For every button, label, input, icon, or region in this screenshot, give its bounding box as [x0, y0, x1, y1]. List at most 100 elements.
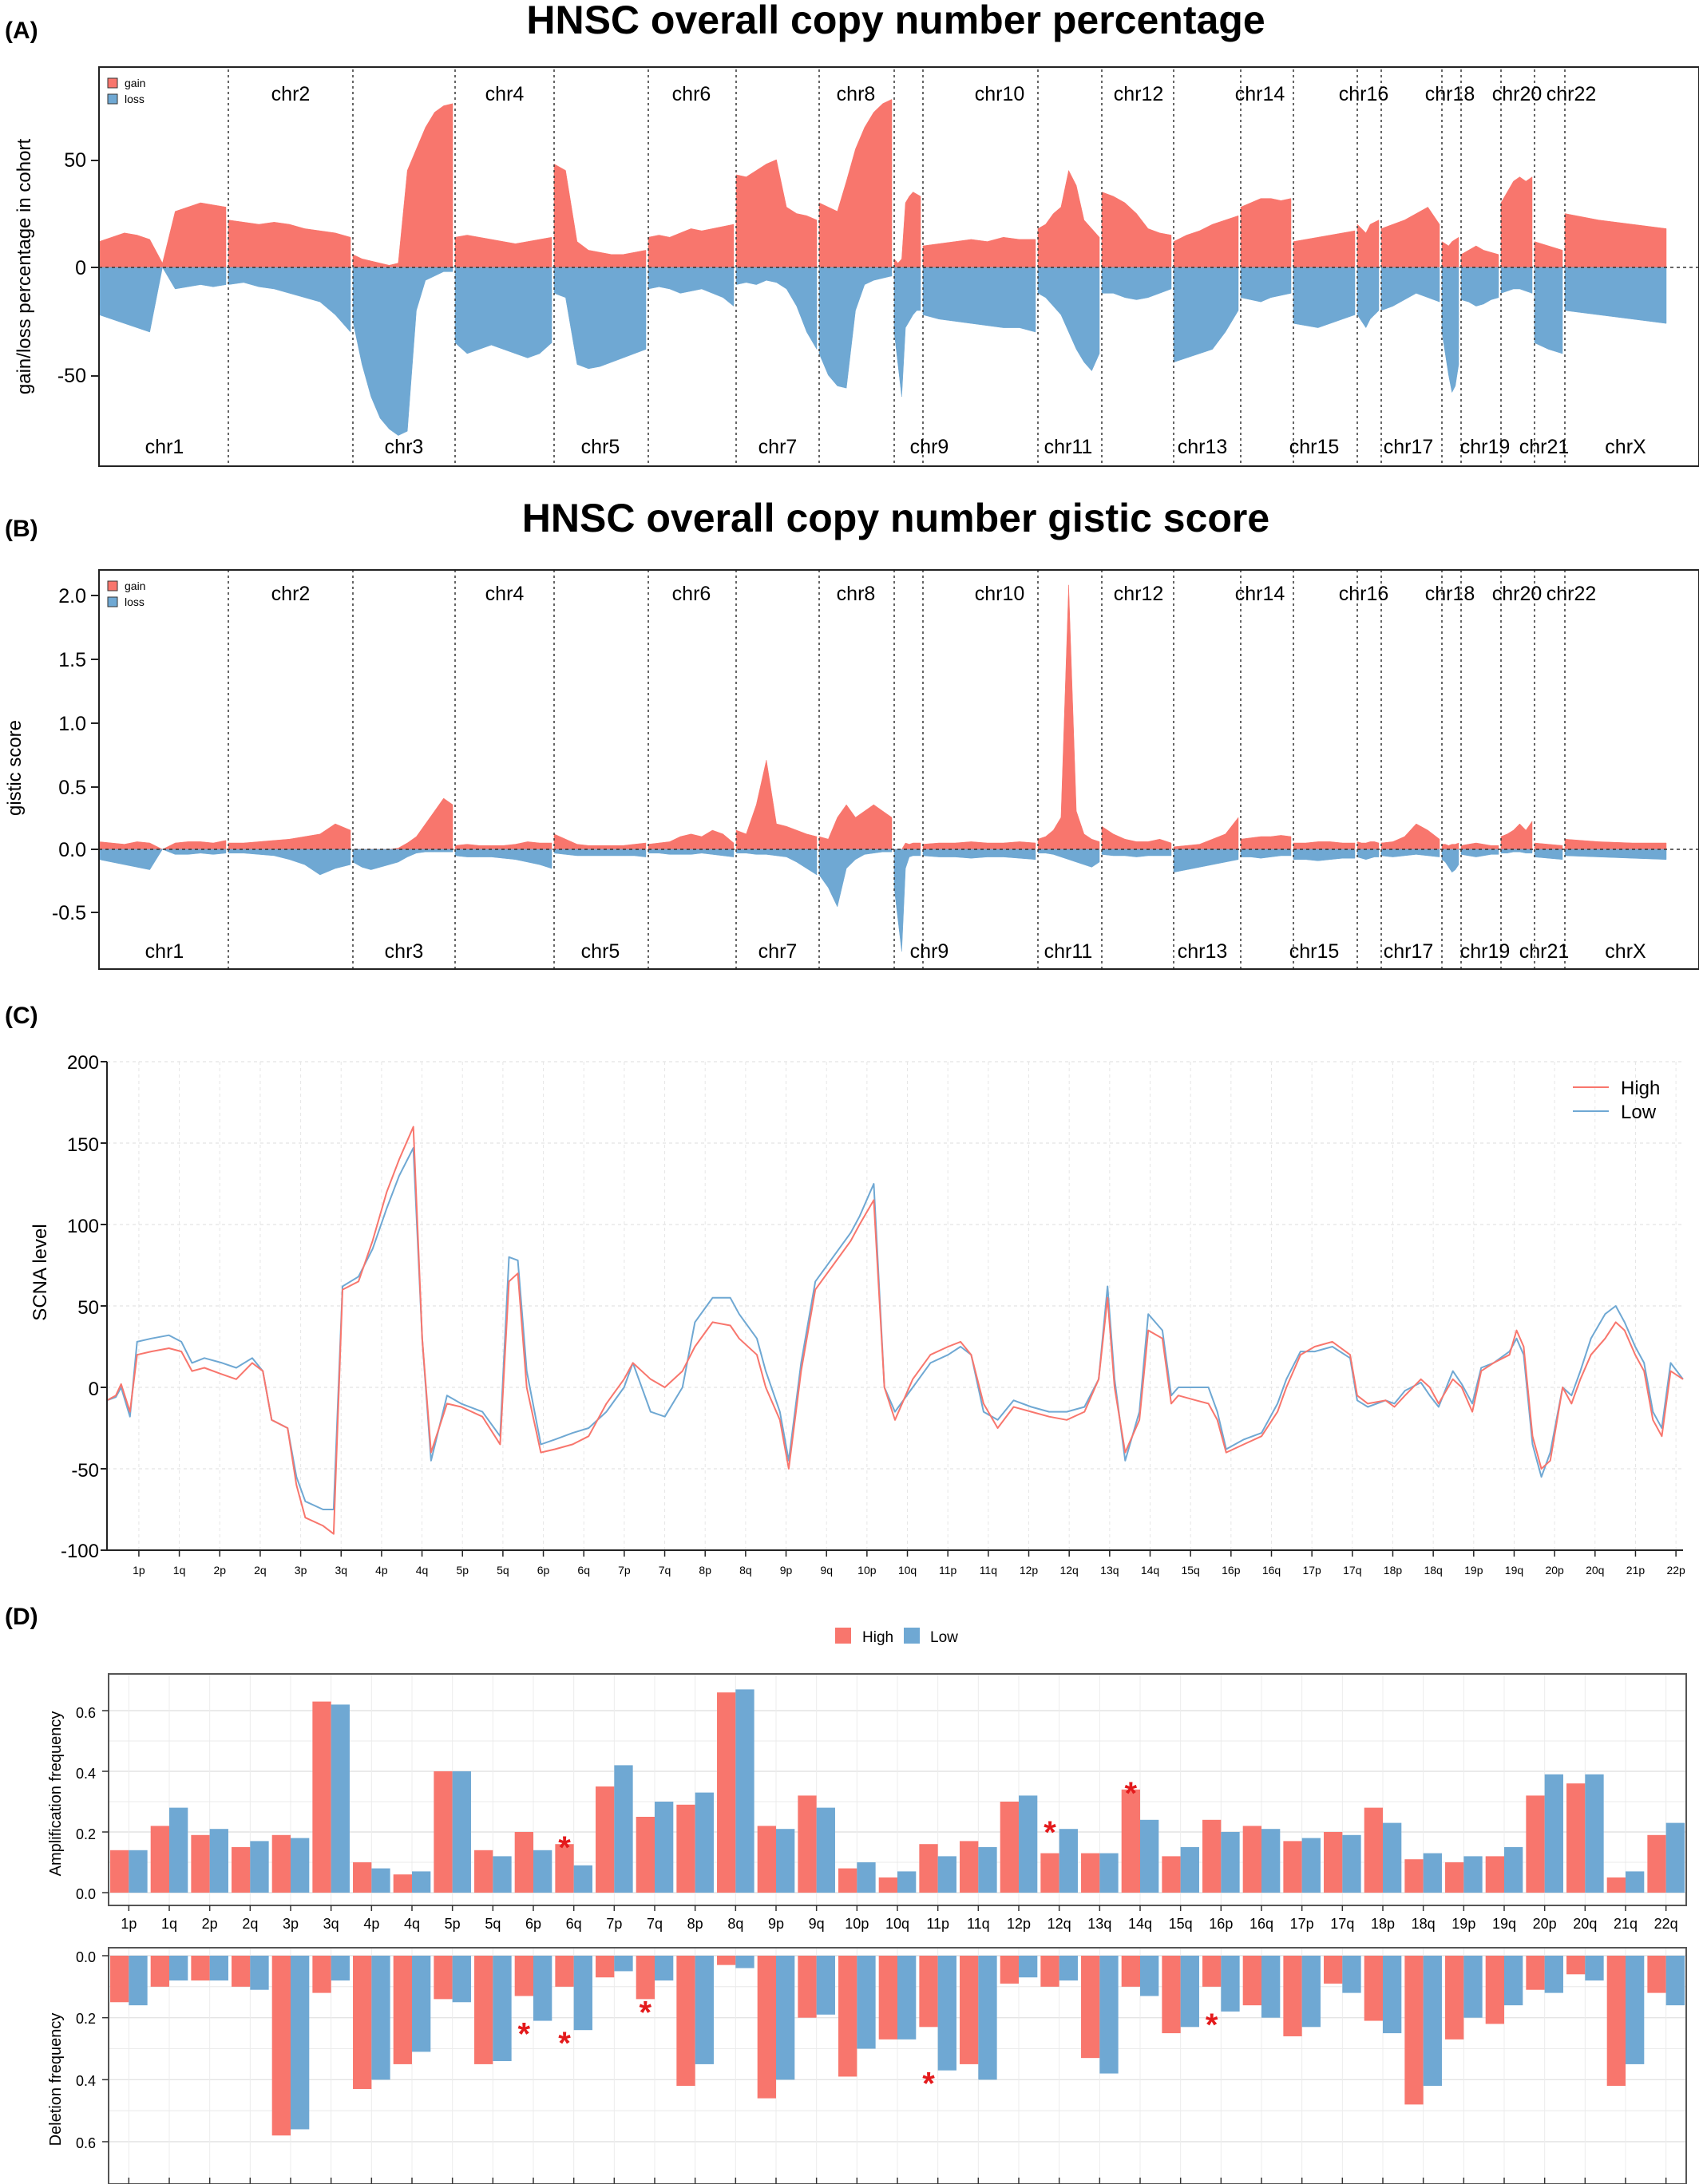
del-y-tick: 0.4	[76, 2073, 96, 2089]
loss-area-chr2	[228, 849, 351, 876]
x-tick-label: 5q	[497, 1564, 509, 1577]
del-bar-low-18q	[1423, 1956, 1442, 2087]
gain-area-chr6	[648, 829, 735, 850]
gain-area-chr14	[1240, 198, 1292, 268]
del-bar-high-15q	[1162, 1956, 1181, 2034]
panel-b-y-tick: 0.0	[58, 839, 86, 861]
gain-area-chr16	[1356, 841, 1380, 850]
significance-star: *	[1044, 1815, 1056, 1850]
del-bar-high-4p	[353, 1956, 372, 2089]
panel-b-legend: gain loss	[107, 580, 145, 608]
amp-bar-high-9p	[757, 1826, 776, 1893]
amp-bar-low-16p	[1221, 1832, 1240, 1893]
amp-x-tick-label: 21q	[1614, 1916, 1638, 1932]
panel-c-y-tick: 100	[67, 1216, 99, 1237]
chrom-label: chr4	[485, 583, 525, 605]
del-bar-high-18q	[1404, 1956, 1424, 2105]
gain-area-chr20	[1500, 176, 1533, 268]
amp-bar-low-8q	[735, 1689, 754, 1893]
loss-area-chr10	[922, 267, 1036, 333]
chrom-label: chr20	[1492, 83, 1543, 105]
x-tick-label: 6p	[537, 1564, 550, 1577]
gain-area-chr1	[98, 840, 227, 850]
chrom-label: chr22	[1547, 83, 1597, 105]
chrom-label: chr2	[271, 583, 311, 605]
panel-b-y-tick: -0.5	[52, 902, 86, 924]
amp-x-tick-label: 7q	[647, 1916, 663, 1932]
loss-area-chr19	[1460, 267, 1499, 307]
amp-bar-low-17p	[1301, 1838, 1321, 1893]
loss-area-chr17	[1380, 849, 1440, 857]
loss-area-chr12	[1101, 267, 1172, 300]
amp-bar-low-1p	[129, 1850, 148, 1893]
amp-bar-high-10q	[878, 1877, 897, 1893]
x-tick-label: 10q	[898, 1564, 917, 1577]
del-bar-low-16q	[1261, 1956, 1281, 2018]
del-bar-high-3p	[271, 1956, 291, 2136]
gain-area-chr12	[1101, 825, 1172, 850]
del-bar-low-11q	[978, 1956, 997, 2080]
x-tick-label: 5p	[456, 1564, 469, 1577]
del-bar-low-1p	[129, 1956, 148, 2006]
amp-x-tick-label: 18q	[1412, 1916, 1436, 1932]
gain-area-chr3	[352, 103, 453, 268]
amp-bar-low-1q	[169, 1807, 188, 1893]
x-tick-label: 8p	[699, 1564, 711, 1577]
del-bar-high-2p	[191, 1956, 210, 1981]
significance-star: *	[640, 1995, 652, 2030]
amp-y-tick: 0.4	[76, 1766, 96, 1782]
panel-d-legend: High Low	[835, 1628, 958, 1646]
loss-area-chr20	[1500, 849, 1533, 854]
loss-area-chr1	[98, 267, 227, 333]
chrom-label: chr1	[145, 436, 184, 458]
chrom-label: chr21	[1519, 940, 1570, 963]
amp-bar-high-19p	[1445, 1862, 1464, 1893]
panel-a: (A) HNSC overall copy number percentage …	[5, 0, 1699, 467]
del-y-tick: 0.6	[76, 2135, 96, 2151]
del-bar-low-17q	[1342, 1956, 1361, 1993]
amp-x-tick-label: 16p	[1209, 1916, 1233, 1932]
chrom-label: chr7	[758, 940, 798, 963]
amp-bar-high-17p	[1283, 1841, 1302, 1893]
del-bar-high-6p	[514, 1956, 533, 1996]
amp-x-tick-label: 13q	[1087, 1916, 1111, 1932]
gain-area-chr7	[735, 159, 818, 268]
gain-area-chr18	[1441, 842, 1459, 850]
amp-bar-high-4p	[353, 1862, 372, 1893]
panel-a-y-label: gain/loss percentage in cohort	[14, 139, 35, 395]
amp-bars: * * *	[110, 1689, 1685, 1893]
legend-gain-label: gain	[125, 580, 145, 592]
chrom-label: chr3	[385, 436, 424, 458]
del-bar-high-19q	[1485, 1956, 1504, 2024]
del-bar-low-5p	[452, 1956, 471, 2003]
del-bar-high-11p	[919, 1956, 938, 2028]
amp-bar-low-5p	[452, 1771, 471, 1893]
x-tick-label: 16q	[1262, 1564, 1281, 1577]
chrom-label: chr19	[1460, 940, 1511, 963]
legend-high-swatch	[835, 1628, 851, 1644]
chrom-label: chr4	[485, 83, 525, 105]
del-bar-high-20q	[1566, 1956, 1586, 1975]
loss-area-chr12	[1101, 849, 1172, 857]
chrom-label: chr14	[1235, 583, 1285, 605]
loss-area-chr15	[1293, 849, 1356, 861]
loss-area-chr19	[1460, 849, 1499, 857]
gain-area-chr8	[818, 804, 893, 850]
amp-bar-high-8p	[676, 1804, 695, 1893]
amp-bar-high-13q	[1081, 1853, 1100, 1893]
amp-x-axis: 1p 1q 2p 2q 3p 3q 4p 4q 5p 5q 6p 6q 7p 7q 8p 8q 9p 9q 10p 1…	[102, 1710, 1678, 2184]
x-tick-label: 20q	[1586, 1564, 1604, 1577]
amp-x-tick-label: 9p	[768, 1916, 784, 1932]
panel-b-plot-area	[98, 570, 1699, 969]
amp-x-tick-label: 17q	[1330, 1916, 1354, 1932]
amp-bar-low-18q	[1423, 1853, 1442, 1893]
legend-loss-swatch	[107, 93, 118, 105]
chrom-label: chr14	[1235, 83, 1285, 105]
chrom-label: chr11	[1044, 940, 1093, 963]
gain-area-chr19	[1460, 842, 1499, 850]
del-bars: * * * * *	[110, 1956, 1685, 2136]
del-bar-low-16p	[1221, 1956, 1240, 2012]
chrom-label: chr5	[581, 940, 620, 963]
loss-area-chr21	[1534, 267, 1563, 354]
amp-bar-low-11q	[978, 1847, 997, 1893]
